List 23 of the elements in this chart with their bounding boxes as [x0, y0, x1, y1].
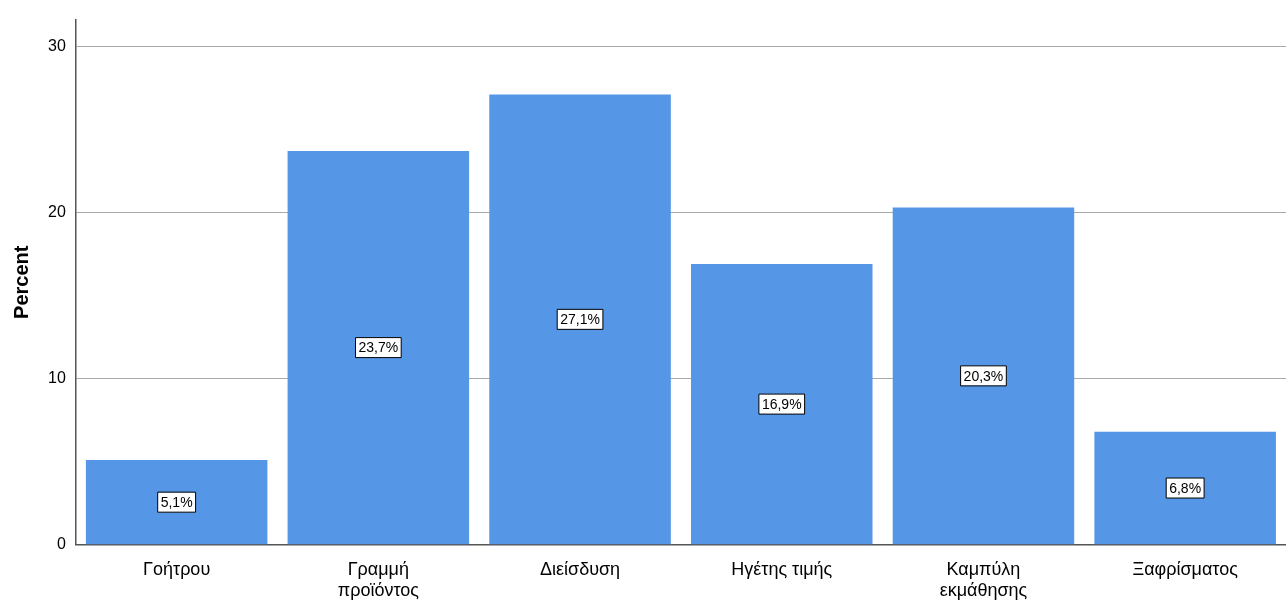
x-tick-label: Ηγέτης τιμής	[731, 558, 833, 579]
x-tick-label: Διείσδυση	[539, 558, 621, 579]
y-axis-title: Percent	[9, 245, 32, 319]
bar	[892, 207, 1075, 545]
bar	[85, 460, 268, 545]
y-tick-label: 10	[48, 369, 66, 386]
y-tick-label: 20	[48, 202, 66, 220]
y-tick-label: 0	[56, 535, 66, 553]
bar	[287, 150, 470, 545]
data-label: 6,8%	[1169, 479, 1202, 496]
x-tick-label: Καμπύλη εκμάθησης	[939, 558, 1028, 601]
bar	[1094, 431, 1276, 545]
bar	[489, 94, 671, 545]
data-label: 23,7%	[358, 339, 399, 356]
data-label: 27,1%	[560, 311, 600, 328]
x-tick-label: Γοήτρου	[143, 558, 211, 579]
y-tick-label: 30	[48, 36, 66, 54]
bar	[690, 263, 873, 545]
data-label: 20,3%	[963, 367, 1004, 384]
data-label: 5,1%	[160, 494, 193, 511]
x-tick-label: Ξαφρίσματος	[1132, 558, 1239, 579]
x-tick-label: Γραμμή προϊόντος	[337, 558, 420, 601]
data-label: 16,9%	[761, 395, 802, 412]
